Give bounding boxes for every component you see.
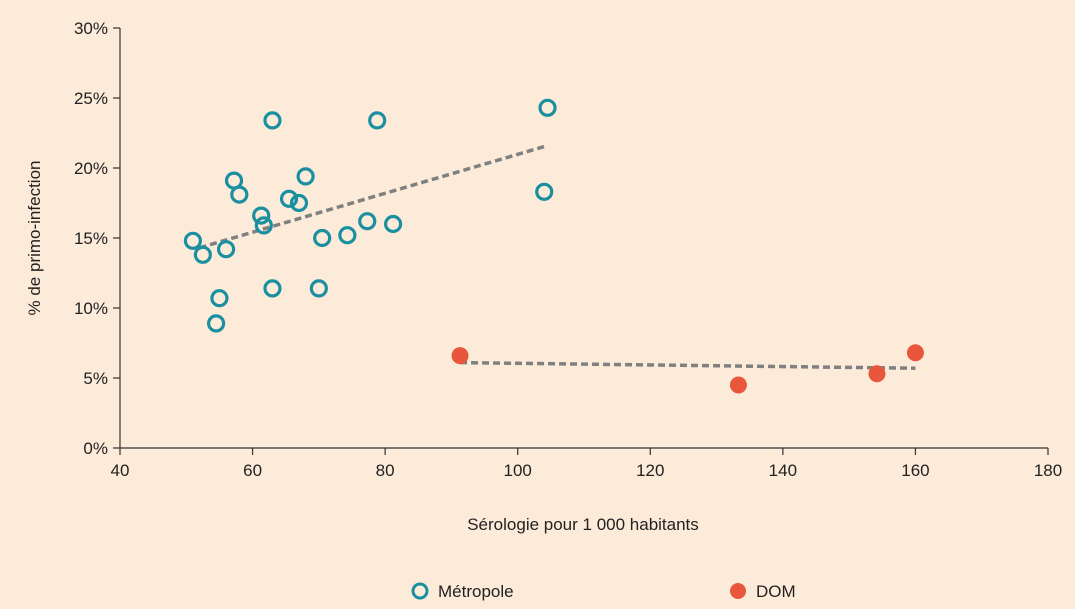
x-tick-label: 180 (1034, 461, 1062, 480)
data-point-metropole (230, 185, 249, 204)
data-point-metropole (254, 216, 273, 235)
trend-line-metropole (199, 143, 549, 250)
data-point-metropole (207, 314, 226, 333)
data-point-metropole (183, 231, 203, 250)
data-point-metropole (383, 214, 403, 234)
legend: Métropole DOM (411, 582, 796, 601)
x-ticks: 40 60 80 100 120 140 160 180 (111, 448, 1062, 480)
x-tick-label: 140 (769, 461, 797, 480)
y-tick-label: 25% (74, 89, 108, 108)
legend-label-metropole: Métropole (438, 582, 514, 601)
x-tick-label: 60 (243, 461, 262, 480)
data-point-metropole (538, 98, 557, 117)
data-points (183, 98, 924, 394)
data-point-metropole (296, 167, 315, 186)
legend-item-dom: DOM (730, 582, 796, 601)
legend-item-metropole: Métropole (411, 582, 514, 601)
data-point-metropole (309, 279, 328, 298)
x-tick-label: 100 (504, 461, 532, 480)
y-ticks: 0% 5% 10% 15% 20% 25% 30% (74, 19, 120, 458)
data-point-metropole (279, 189, 299, 208)
legend-marker-open-circle (411, 582, 429, 600)
data-point-metropole (535, 182, 554, 201)
y-tick-label: 5% (83, 369, 108, 388)
data-point-dom (729, 376, 747, 394)
y-tick-label: 10% (74, 299, 108, 318)
y-tick-label: 30% (74, 19, 108, 38)
x-tick-label: 40 (111, 461, 130, 480)
data-point-metropole (338, 226, 357, 245)
y-tick-label: 15% (74, 229, 108, 248)
data-point-metropole (368, 111, 387, 130)
x-axis-title: Sérologie pour 1 000 habitants (467, 515, 699, 534)
data-point-metropole (252, 206, 271, 225)
x-tick-label: 120 (636, 461, 664, 480)
data-point-metropole (216, 240, 236, 259)
data-point-metropole (210, 289, 229, 308)
data-point-dom (451, 347, 469, 365)
data-point-metropole (263, 279, 282, 298)
x-tick-label: 160 (901, 461, 929, 480)
y-tick-label: 20% (74, 159, 108, 178)
y-axis-title: % de primo-infection (25, 161, 44, 316)
x-tick-label: 80 (376, 461, 395, 480)
data-point-metropole (263, 111, 282, 130)
trend-lines (199, 143, 916, 370)
data-point-metropole (193, 245, 212, 264)
data-point-metropole (313, 228, 332, 248)
data-point-dom (868, 365, 886, 383)
legend-label-dom: DOM (756, 582, 796, 601)
trend-line-dom (460, 360, 916, 370)
data-point-metropole (358, 212, 377, 231)
axes (119, 28, 1048, 449)
legend-marker-filled-circle (730, 583, 746, 599)
y-tick-label: 0% (83, 439, 108, 458)
data-point-metropole (289, 193, 309, 213)
data-point-dom (906, 344, 924, 362)
